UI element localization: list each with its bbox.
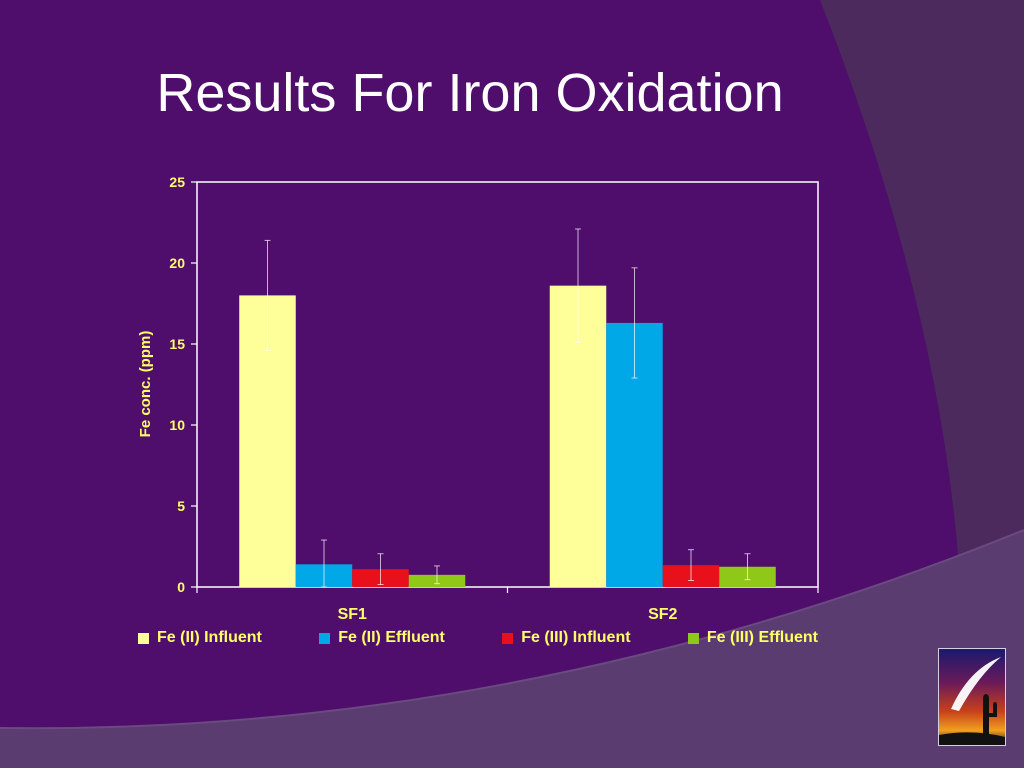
y-tick-label: 0 — [177, 579, 185, 595]
y-axis-label: Fe conc. (ppm) — [137, 331, 154, 438]
legend-label: Fe (III) Influent — [521, 629, 631, 646]
legend-swatch — [138, 632, 149, 644]
legend-item: Fe (III) Effluent — [687, 629, 818, 647]
x-category-label: SF2 — [648, 606, 677, 623]
chart-legend: Fe (II) Influent Fe (II) Effluent Fe (III)… — [138, 627, 818, 649]
cactus-sunset-logo-icon — [939, 649, 1005, 745]
legend-label: Fe (III) Effluent — [706, 629, 818, 646]
y-tick-label: 25 — [169, 174, 185, 190]
error-bars — [264, 228, 751, 588]
plot-area — [196, 181, 819, 588]
y-tick-label: 15 — [169, 336, 185, 352]
y-axis-ticks: 0 5 10 15 20 25 — [169, 174, 197, 595]
slide-title: Results For Iron Oxidation — [156, 63, 784, 123]
legend-swatch — [502, 632, 514, 644]
legend-item: Fe (III) Influent — [502, 629, 631, 647]
bottom-swoosh-highlight — [0, 529, 1024, 730]
y-tick-label: 10 — [169, 417, 185, 433]
y-tick-label: 5 — [177, 498, 185, 514]
legend-label: Fe (II) Influent — [157, 629, 262, 646]
legend-label: Fe (II) Effluent — [338, 629, 445, 646]
y-tick-label: 20 — [169, 255, 185, 271]
legend-item: Fe (II) Influent — [138, 629, 262, 647]
legend-item: Fe (II) Effluent — [319, 629, 445, 647]
legend-swatch — [319, 632, 331, 644]
legend-swatch — [687, 632, 699, 644]
x-axis-ticks: SF1 SF2 — [196, 587, 819, 623]
logo — [938, 648, 1006, 746]
x-category-label: SF1 — [338, 606, 367, 623]
bottom-swoosh-shape — [0, 530, 1024, 768]
